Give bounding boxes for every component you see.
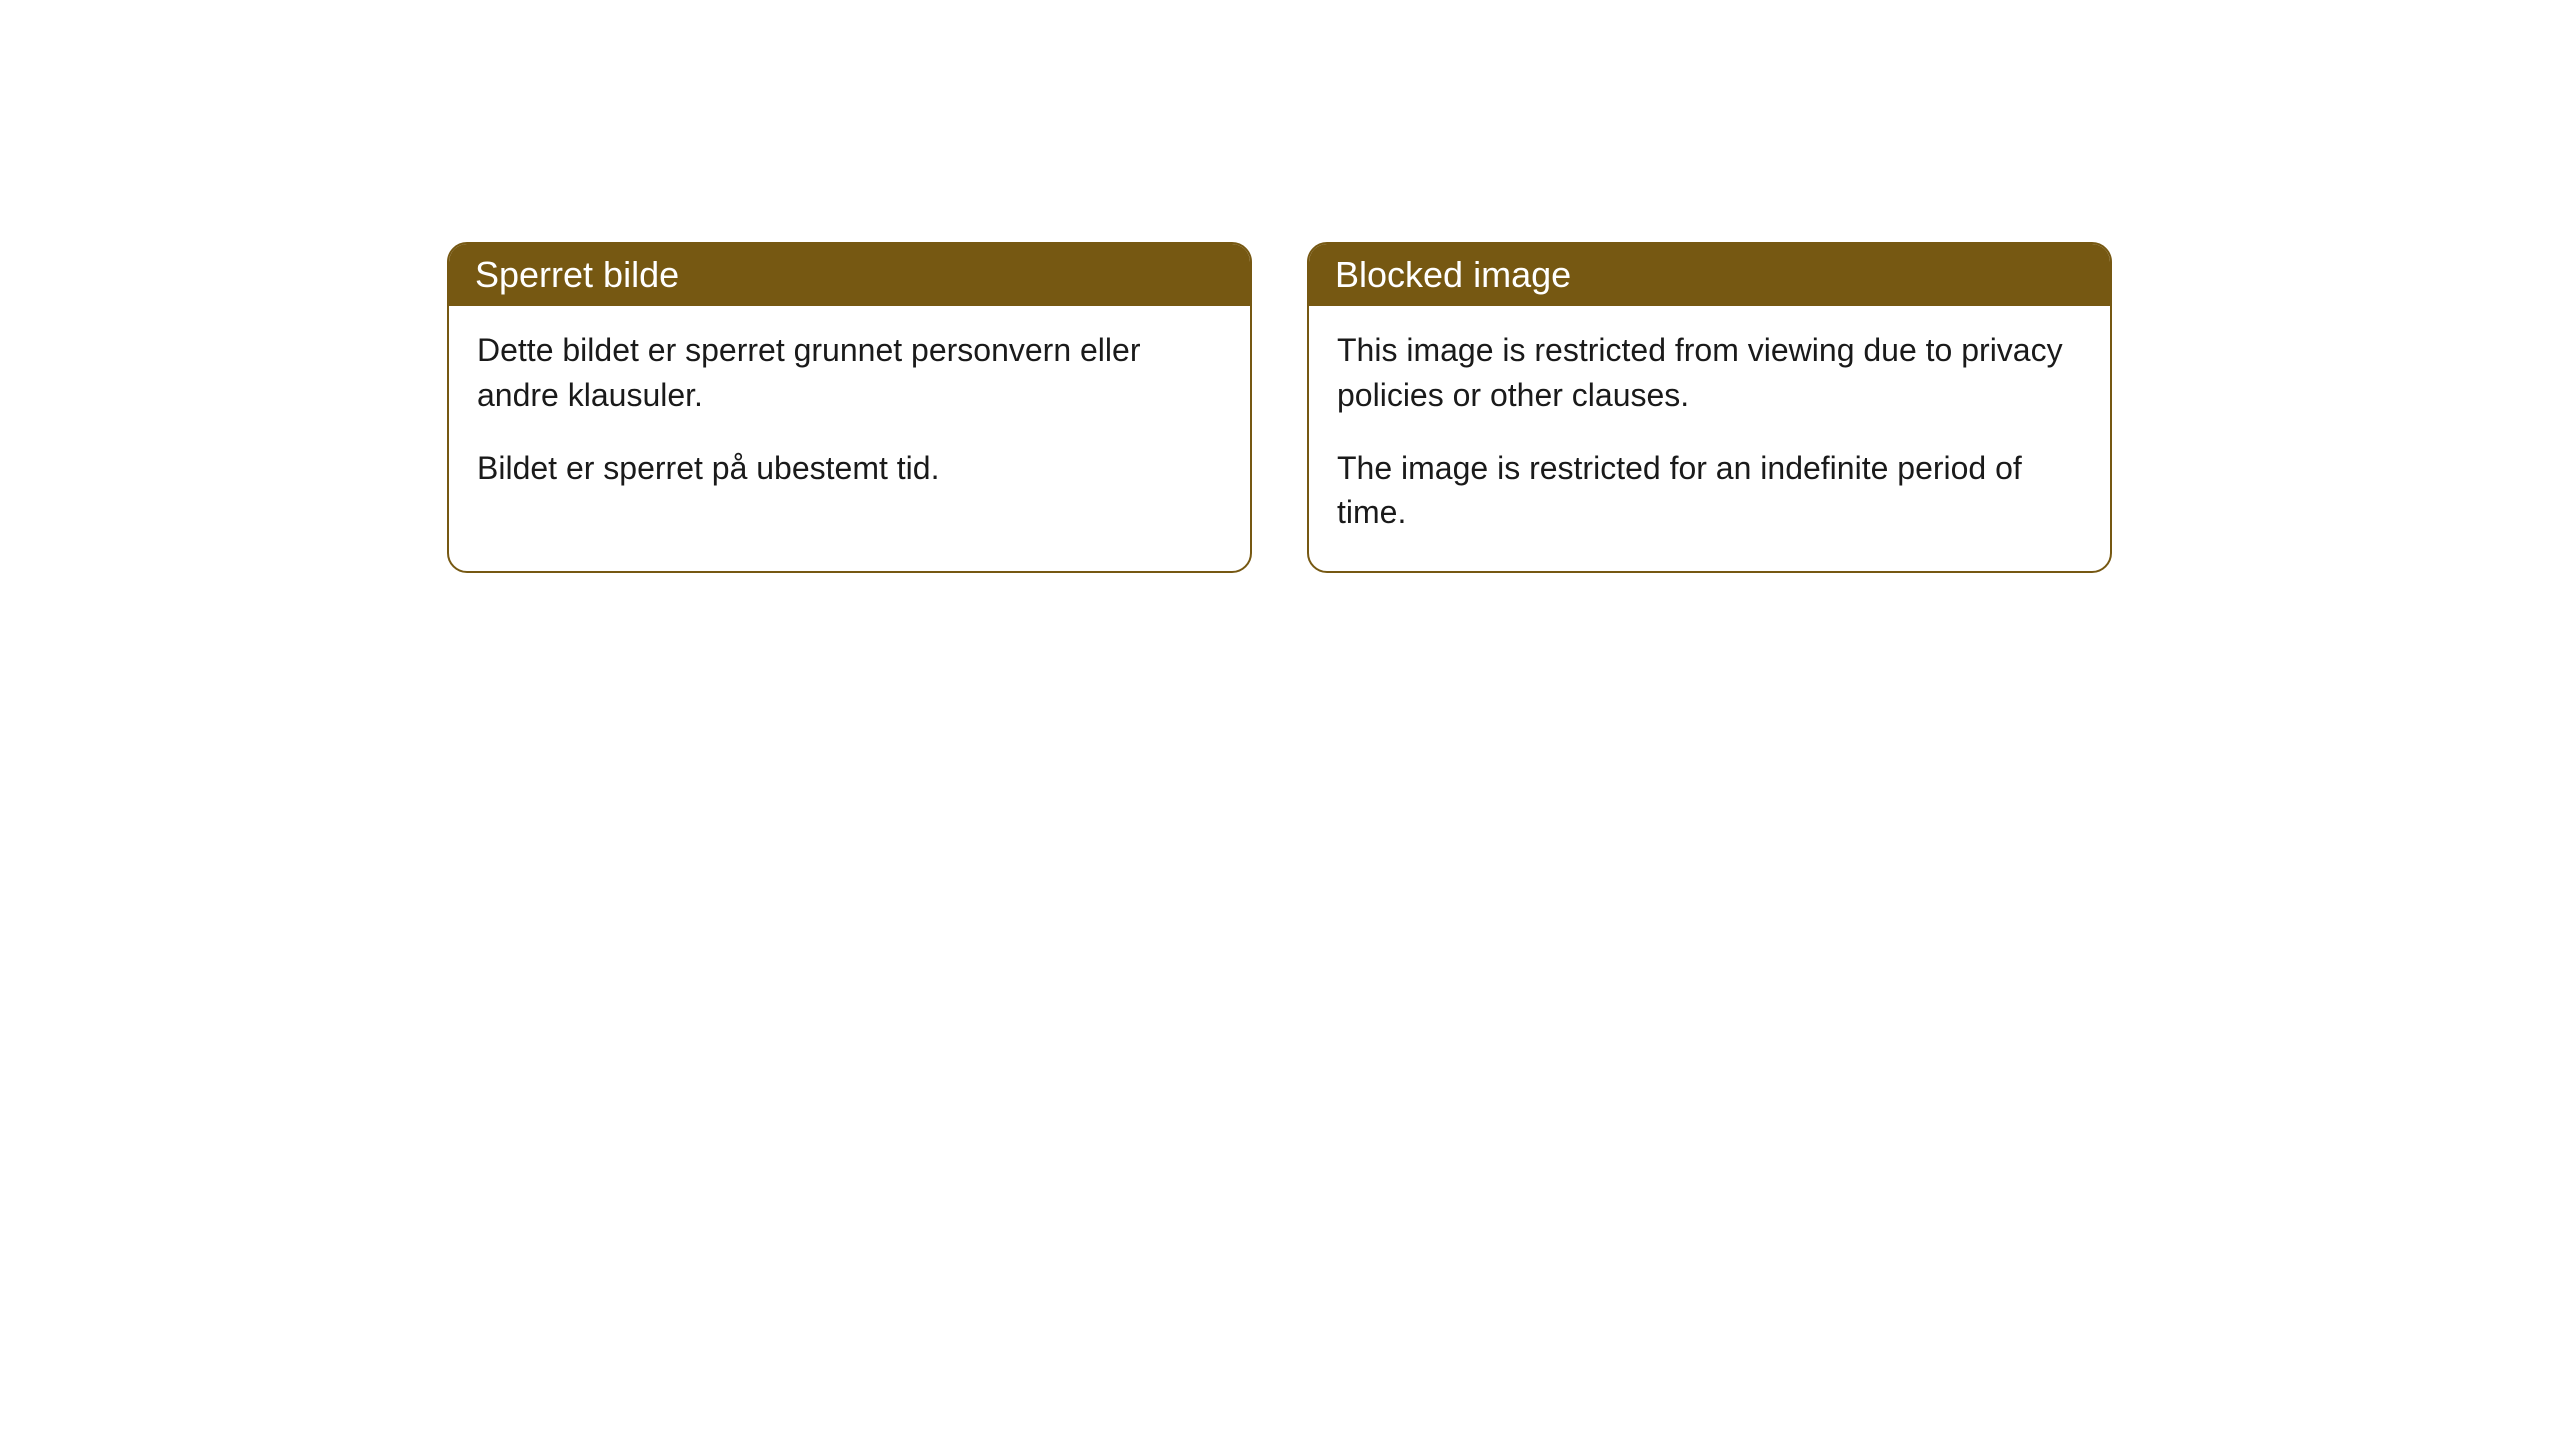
blocked-image-card-norwegian: Sperret bilde Dette bildet er sperret gr…	[447, 242, 1252, 573]
notice-cards-container: Sperret bilde Dette bildet er sperret gr…	[447, 242, 2112, 573]
card-body-english: This image is restricted from viewing du…	[1309, 306, 2110, 571]
notice-text-english-2: The image is restricted for an indefinit…	[1337, 446, 2082, 536]
blocked-image-card-english: Blocked image This image is restricted f…	[1307, 242, 2112, 573]
card-header-norwegian: Sperret bilde	[449, 244, 1250, 306]
notice-text-english-1: This image is restricted from viewing du…	[1337, 328, 2082, 418]
card-title-english: Blocked image	[1335, 254, 1571, 295]
notice-text-norwegian-2: Bildet er sperret på ubestemt tid.	[477, 446, 1222, 491]
card-header-english: Blocked image	[1309, 244, 2110, 306]
card-body-norwegian: Dette bildet er sperret grunnet personve…	[449, 306, 1250, 526]
notice-text-norwegian-1: Dette bildet er sperret grunnet personve…	[477, 328, 1222, 418]
card-title-norwegian: Sperret bilde	[475, 254, 679, 295]
